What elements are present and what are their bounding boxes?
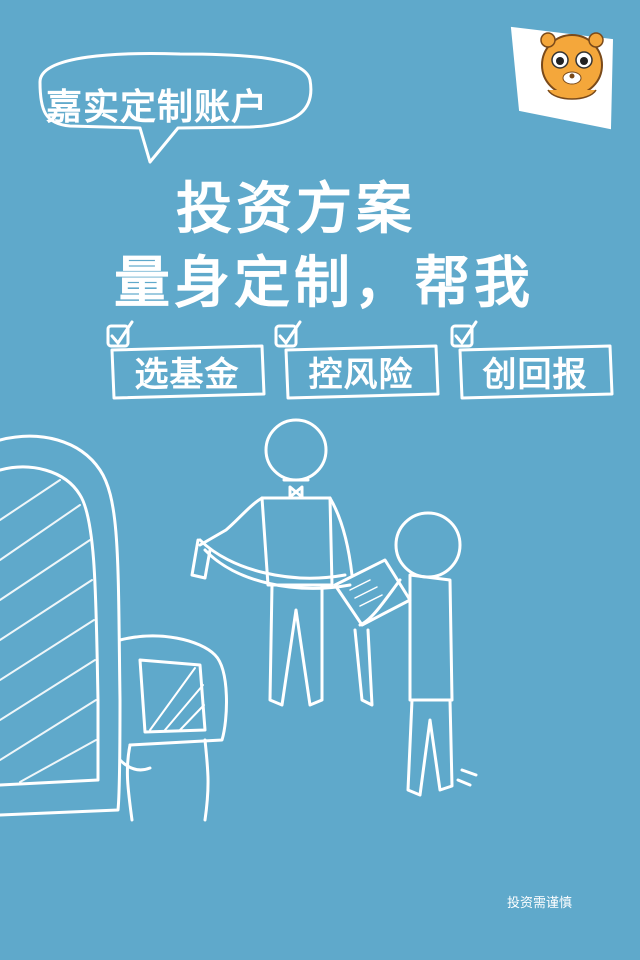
tag-box-2: [284, 344, 440, 400]
bubble-title: 嘉实定制账户: [46, 87, 269, 128]
tag-control-risk: 控风险: [308, 354, 414, 395]
mirror: [0, 434, 122, 817]
mascot-tiger-icon: [510, 26, 614, 130]
disclaimer: 投资需谨慎: [507, 896, 573, 911]
tag-box-3: [458, 344, 614, 400]
checkmark-icon: [106, 320, 134, 348]
standing-man: [190, 418, 374, 707]
tag-box-1: [110, 344, 266, 400]
tag-select-fund: 选基金: [134, 354, 240, 395]
tailor: [333, 511, 478, 797]
headline-line-1: 投资方案: [176, 177, 416, 242]
tag-create-return: 创回报: [482, 354, 588, 395]
headline-line-2: 量身定制，帮我: [114, 251, 534, 316]
speech-bubble: [38, 52, 313, 164]
checkmark-icon: [274, 320, 302, 348]
checkmark-icon: [450, 320, 478, 348]
chair: [118, 634, 228, 822]
